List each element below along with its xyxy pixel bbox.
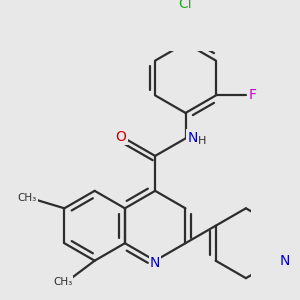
Text: CH₃: CH₃ xyxy=(53,277,73,287)
Text: Cl: Cl xyxy=(179,0,192,11)
Text: N: N xyxy=(150,256,160,271)
Text: F: F xyxy=(249,88,257,103)
Text: CH₃: CH₃ xyxy=(18,193,37,203)
Text: O: O xyxy=(116,130,127,144)
Text: H: H xyxy=(197,136,206,146)
Text: N: N xyxy=(280,254,290,268)
Text: N: N xyxy=(188,130,198,145)
